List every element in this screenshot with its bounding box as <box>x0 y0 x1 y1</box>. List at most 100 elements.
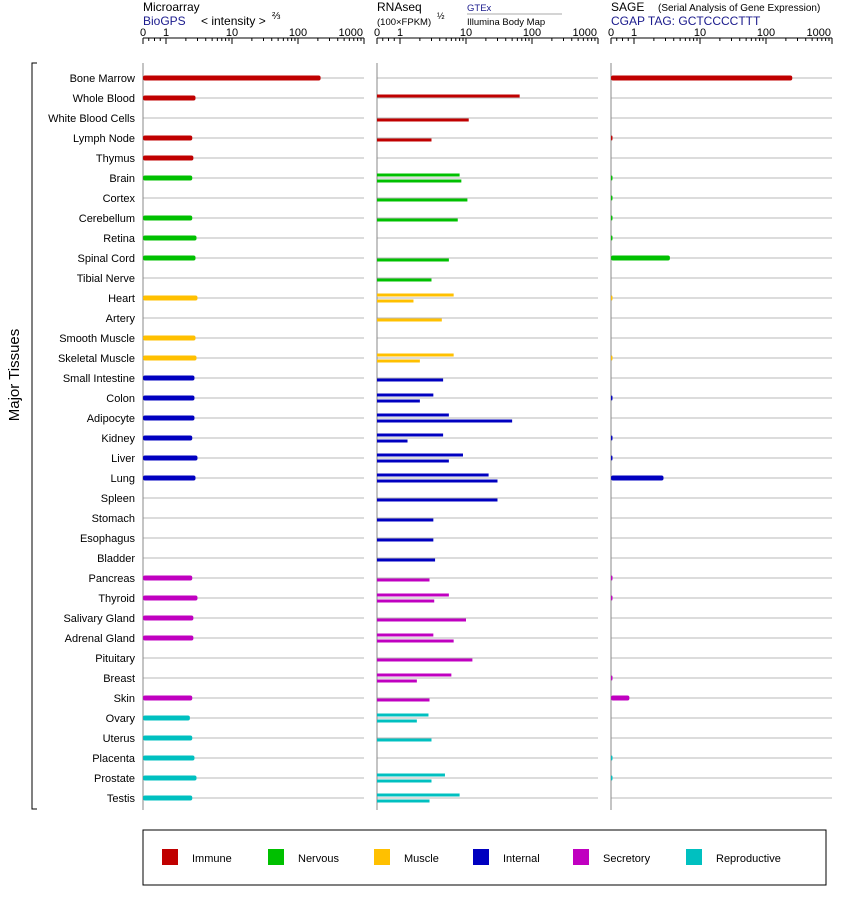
sage-source: CGAP TAG: GCTCCCCTTT <box>611 14 761 28</box>
microarray-bar <box>143 95 196 101</box>
microarray-bar <box>143 395 195 401</box>
rnaseq-bar <box>377 353 454 357</box>
rnaseq-tick-label: 100 <box>523 27 541 39</box>
rnaseq-bar <box>377 473 489 477</box>
y-axis-bracket <box>31 62 37 810</box>
rnaseq-bar <box>377 479 498 483</box>
rnaseq-bar <box>377 118 469 122</box>
tissue-label: Pancreas <box>89 573 136 585</box>
microarray-bar <box>143 435 193 441</box>
rnaseq-bar <box>377 299 414 303</box>
sage-bar <box>611 175 613 181</box>
rnaseq-bar <box>377 518 434 522</box>
sage-bar <box>611 435 613 441</box>
tissue-label: Artery <box>106 313 136 325</box>
tissue-label: Cortex <box>103 193 136 205</box>
microarray-unit-exponent: ⅔ <box>272 11 281 22</box>
rnaseq-unit: (100×FPKM) <box>377 17 431 28</box>
tissue-label: Adrenal Gland <box>65 633 135 645</box>
tissue-labels: Bone Marrow Whole Blood White Blood Cells L… <box>48 73 136 805</box>
rnaseq-bar <box>377 773 445 777</box>
tissue-label: Liver <box>111 453 135 465</box>
rnaseq-tick-label: 1 <box>397 27 403 39</box>
tissue-label: Small Intestine <box>63 373 135 385</box>
tissue-label: Placenta <box>92 753 136 765</box>
sage-bar <box>611 135 613 141</box>
microarray-tick-label: 1 <box>163 27 169 39</box>
microarray-bar <box>143 135 193 141</box>
sage-bar <box>611 395 613 401</box>
tissue-label: Prostate <box>94 773 135 785</box>
rnaseq-bar <box>377 393 434 397</box>
rnaseq-bar <box>377 793 460 797</box>
microarray-bar <box>143 475 196 481</box>
rnaseq-bar <box>377 538 434 542</box>
rnaseq-bar <box>377 173 460 177</box>
tissue-label: Bone Marrow <box>70 73 135 85</box>
legend-swatch <box>374 849 390 865</box>
sage-bar <box>611 675 613 681</box>
sage-bar <box>611 355 613 361</box>
microarray-bar <box>143 715 190 721</box>
rnaseq-bar <box>377 633 434 637</box>
rnaseq-bar <box>377 258 449 262</box>
legend-label: Internal <box>503 853 540 865</box>
sage-bar <box>611 235 613 241</box>
microarray-tick-label: 100 <box>289 27 307 39</box>
rnaseq-source-gtex: GTEx <box>467 3 492 14</box>
tissue-label: Thymus <box>96 153 136 165</box>
microarray-bar <box>143 735 193 741</box>
tissue-label: Cerebellum <box>79 213 135 225</box>
microarray-bar <box>143 415 195 421</box>
tissue-label: Stomach <box>92 513 135 525</box>
rnaseq-bar <box>377 679 417 683</box>
rnaseq-bar <box>377 359 420 363</box>
rnaseq-bar <box>377 558 436 562</box>
sage-tick-label: 10 <box>694 27 706 39</box>
legend-swatch <box>573 849 589 865</box>
rnaseq-bar <box>377 318 442 322</box>
rnaseq-bar <box>377 94 520 98</box>
tissue-label: Spleen <box>101 493 135 505</box>
tissue-label: Skin <box>114 693 135 705</box>
rnaseq-bar <box>377 293 454 297</box>
sage-subtitle: (Serial Analysis of Gene Expression) <box>658 3 820 14</box>
microarray-bar <box>143 795 193 801</box>
microarray-source: BioGPS <box>143 14 186 28</box>
rnaseq-panel: 0 1 10 100 1000 <box>374 27 599 810</box>
rnaseq-bar <box>377 413 449 417</box>
tissue-label: Skeletal Muscle <box>58 353 135 365</box>
tissue-label: Testis <box>107 793 136 805</box>
microarray-bar <box>143 455 198 461</box>
legend-swatch <box>162 849 178 865</box>
rnaseq-tick-label: 1000 <box>573 27 597 39</box>
tissue-label: Thyroid <box>98 593 135 605</box>
rnaseq-bar <box>377 639 454 643</box>
rnaseq-bar <box>377 198 468 202</box>
rnaseq-tick-label: 0 <box>374 27 380 39</box>
microarray-panel: 0 1 10 100 1000 <box>140 27 365 810</box>
legend-swatch <box>473 849 489 865</box>
rnaseq-bar <box>377 738 432 742</box>
tissue-label: Esophagus <box>80 533 136 545</box>
sage-bar <box>611 695 630 701</box>
rnaseq-source-illumina: Illumina Body Map <box>467 17 545 28</box>
rnaseq-bar <box>377 599 435 603</box>
microarray-unit: < intensity > <box>201 14 266 28</box>
sage-bar <box>611 255 670 261</box>
rnaseq-bar <box>377 673 452 677</box>
tissue-label: Uterus <box>103 733 136 745</box>
tissue-label: Kidney <box>101 433 135 445</box>
tissue-label: Bladder <box>97 553 135 565</box>
rnaseq-bar <box>377 719 417 723</box>
legend-label: Secretory <box>603 853 651 865</box>
y-axis-label: Major Tissues <box>6 329 23 422</box>
tissue-label: Ovary <box>106 713 136 725</box>
tissue-label: Pituitary <box>95 653 135 665</box>
sage-title: SAGE <box>611 0 644 14</box>
sage-bar <box>611 195 613 201</box>
legend-label: Immune <box>192 853 232 865</box>
rnaseq-bar <box>377 218 458 222</box>
rnaseq-bar <box>377 459 449 463</box>
microarray-bar <box>143 635 194 641</box>
